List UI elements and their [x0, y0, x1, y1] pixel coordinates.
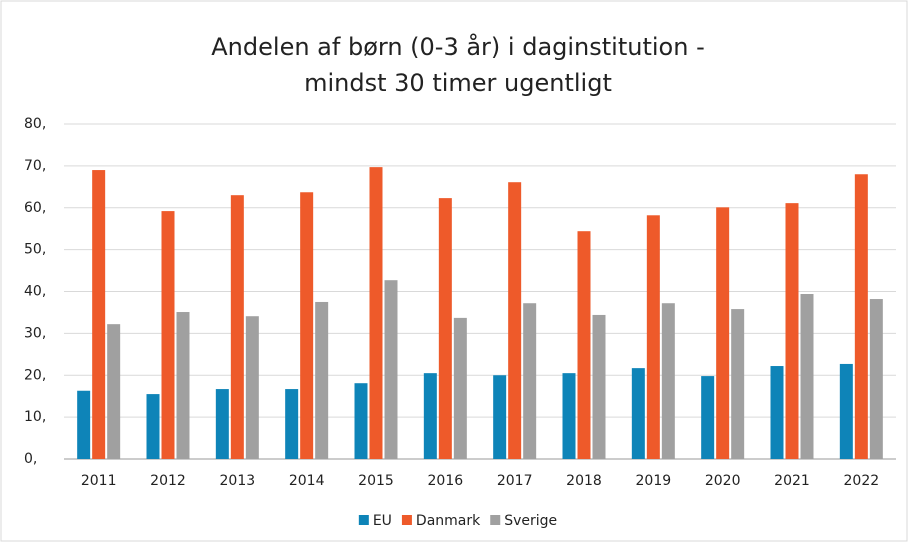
x-tick-label: 2012: [150, 473, 186, 489]
bar: [107, 324, 121, 459]
bar: [438, 198, 452, 459]
x-tick-label: 2017: [497, 473, 533, 489]
x-tick-label: 2016: [428, 473, 464, 489]
legend-label: Danmark: [416, 513, 481, 529]
bar: [661, 303, 675, 459]
bar: [315, 301, 329, 459]
bar: [523, 303, 537, 459]
bar: [785, 203, 799, 459]
bar: [453, 317, 467, 459]
bar: [161, 211, 175, 459]
y-tick-label: 30,: [24, 325, 46, 341]
x-tick-label: 2020: [705, 473, 741, 489]
x-tick-label: 2019: [636, 473, 672, 489]
bar: [300, 192, 314, 459]
bar: [508, 182, 522, 460]
bar: [369, 167, 383, 459]
bar: [285, 389, 299, 459]
bar: [770, 366, 784, 459]
x-tick-label: 2011: [81, 473, 117, 489]
bar: [77, 390, 91, 459]
legend-swatch: [490, 515, 501, 525]
y-tick-label: 70,: [24, 158, 46, 174]
bar: [716, 207, 730, 459]
y-tick-label: 20,: [24, 367, 46, 383]
bar: [245, 316, 259, 459]
bar: [701, 376, 715, 459]
bar: [423, 373, 437, 459]
bar: [592, 314, 606, 459]
x-tick-label: 2018: [566, 473, 602, 489]
bar: [631, 368, 645, 459]
legend-label: Sverige: [504, 513, 557, 529]
bar: [493, 375, 507, 459]
y-tick-label: 80,: [24, 116, 46, 132]
x-tick-label: 2022: [844, 473, 880, 489]
bar: [562, 373, 576, 459]
y-tick-label: 40,: [24, 284, 46, 300]
x-tick-label: 2014: [289, 473, 325, 489]
legend-swatch: [358, 515, 369, 525]
bar: [800, 294, 814, 459]
y-tick-label: 10,: [24, 409, 46, 425]
chart-title: Andelen af børn (0-3 år) i daginstitutio…: [211, 32, 704, 61]
bar: [731, 309, 745, 459]
legend-swatch: [401, 515, 412, 525]
bar: [577, 231, 591, 459]
bar: [176, 312, 190, 459]
bar: [839, 363, 853, 459]
y-tick-label: 60,: [24, 200, 46, 216]
bar: [646, 215, 660, 459]
bar: [92, 170, 106, 459]
legend-label: EU: [373, 513, 392, 529]
chart-title: mindst 30 timer ugentligt: [304, 69, 612, 97]
bar: [869, 299, 883, 459]
x-tick-label: 2021: [774, 473, 810, 489]
bar: [146, 394, 160, 459]
x-tick-label: 2013: [220, 473, 256, 489]
bar: [854, 174, 868, 459]
y-tick-label: 50,: [24, 242, 46, 258]
bar: [215, 389, 229, 459]
bar: [230, 195, 244, 459]
bar: [384, 280, 398, 459]
bar: [354, 383, 368, 459]
y-tick-label: 0,: [24, 451, 37, 467]
x-tick-label: 2015: [358, 473, 394, 489]
